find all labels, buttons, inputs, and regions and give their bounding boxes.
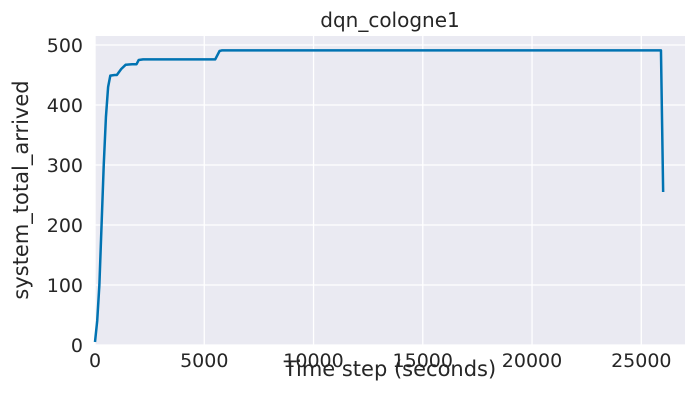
y-tick-label: 500 — [47, 35, 83, 57]
x-tick-label: 10000 — [283, 350, 343, 372]
y-tick-label: 100 — [47, 275, 83, 297]
x-tick-label: 5000 — [180, 350, 228, 372]
grid — [94, 36, 685, 346]
x-tick-label: 0 — [89, 350, 101, 372]
y-axis-label: system_total_arrived — [9, 80, 34, 299]
y-tick-label: 200 — [47, 215, 83, 237]
x-tick-label: 20000 — [502, 350, 562, 372]
x-tick-label: 25000 — [611, 350, 671, 372]
y-tick-label: 0 — [71, 335, 83, 357]
chart-title: dqn_cologne1 — [320, 8, 460, 32]
x-tick-label: 15000 — [393, 350, 453, 372]
x-axis-label: Time step (seconds) — [283, 357, 496, 381]
series-line — [93, 49, 665, 343]
tick-labels: 0 5000 10000 15000 20000 25000 0 100 200 300 400 50… — [47, 35, 672, 372]
plot-background — [95, 36, 685, 345]
y-tick-label: 400 — [47, 95, 83, 117]
series-layer — [93, 49, 665, 343]
y-tick-label: 300 — [47, 155, 83, 177]
